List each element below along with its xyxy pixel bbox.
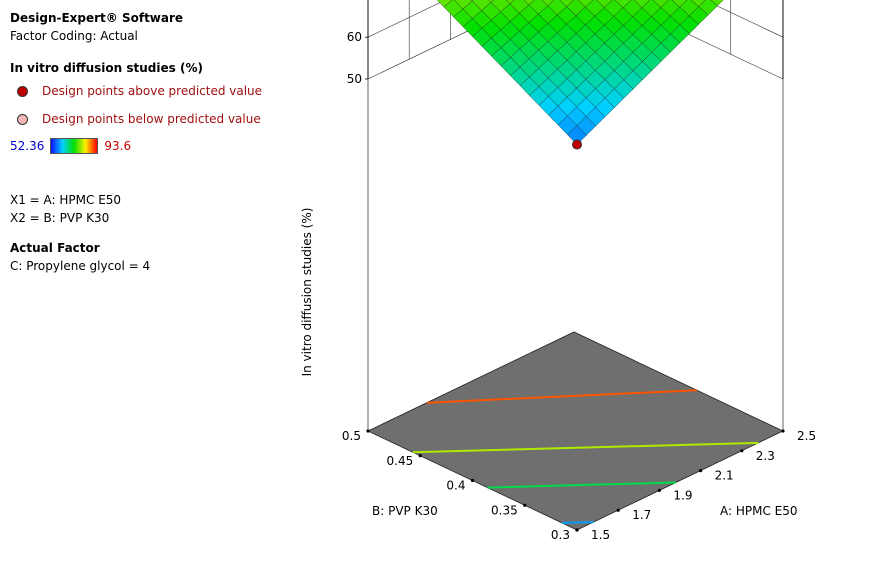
surface-cell-0-0 [567,125,587,145]
z-axis-title: In vitro diffusion studies (%) [300,208,314,377]
y-tick-3 [418,454,422,458]
factor-x2: X2 = B: PVP K30 [10,211,110,225]
x-tick-5 [781,429,785,433]
y-tick-0 [575,528,579,532]
contour-line-2 [412,441,759,454]
scale-max: 93.6 [104,139,132,153]
surface-cell-5-10 [523,0,535,6]
contour-line-3 [426,389,697,404]
wall-grid-z-0 [367,0,784,80]
x-tick-label-5: 2.5 [797,429,816,443]
y-tick-4 [366,429,370,433]
x-tick-label-3: 2.1 [715,469,734,483]
response-surface [436,0,724,145]
x-tick-label-0: 1.5 [591,528,610,542]
legend-label-below: Design points below predicted value [42,112,261,126]
surface-cell-4-11 [506,0,515,4]
y-tick-label-1: 0.35 [491,503,518,517]
legend-item-below: Design points below predicted value [10,105,262,133]
plot-frame [367,0,784,431]
below-point-icon [17,113,28,125]
x-tick-label-4: 2.3 [756,449,775,463]
x-tick-label-1: 1.7 [632,508,651,522]
software-title: Design-Expert® Software [10,11,184,25]
legend-item-above: Design points above predicted value [10,77,262,105]
y-axis-title: B: PVP K30 [372,504,438,518]
factor-x1: X1 = A: HPMC E50 [10,193,122,207]
above-point-icon [17,85,28,97]
actual-factor-value: C: Propylene glycol = 4 [10,259,151,273]
x-axis-title: A: HPMC E50 [720,504,798,518]
y-tick-1 [523,503,527,507]
x-tick-4 [740,449,744,453]
response-title: In vitro diffusion studies (%) [10,61,203,75]
design-points [572,139,582,150]
z-tick-label-1: 60 [347,30,362,44]
info-panel: Design-Expert® Software Factor Coding: A… [10,9,262,275]
x-tick-1 [616,508,620,512]
y-tick-label-4: 0.5 [342,429,361,443]
color-scale: 52.36 93.6 [10,137,262,155]
actual-factor-title: Actual Factor [10,241,100,255]
y-tick-2 [470,478,475,483]
design-point-2 [572,139,582,150]
z-tick-label-2: 70 [347,0,362,2]
contour-line-0 [562,521,594,524]
contour-line-1 [487,481,676,489]
y-tick-label-0: 0.3 [551,528,570,542]
y-tick-label-3: 0.45 [387,454,414,468]
y-tick-label-2: 0.4 [446,479,465,493]
color-gradient-bar [50,138,99,154]
floor-plane [367,331,784,531]
x-tick-2 [657,488,662,492]
z-tick-label-0: 50 [347,72,362,86]
factor-coding: Factor Coding: Actual [10,29,138,43]
scale-min: 52.36 [10,139,45,153]
surface-cell-3-12 [488,0,495,3]
legend-label-above: Design points above predicted value [42,84,263,98]
plot-floor [367,331,784,531]
x-tick-3 [699,469,703,473]
axis-labels: 50607080901001.51.71.92.12.32.50.30.350.… [300,0,816,542]
x-tick-label-2: 1.9 [673,488,692,502]
